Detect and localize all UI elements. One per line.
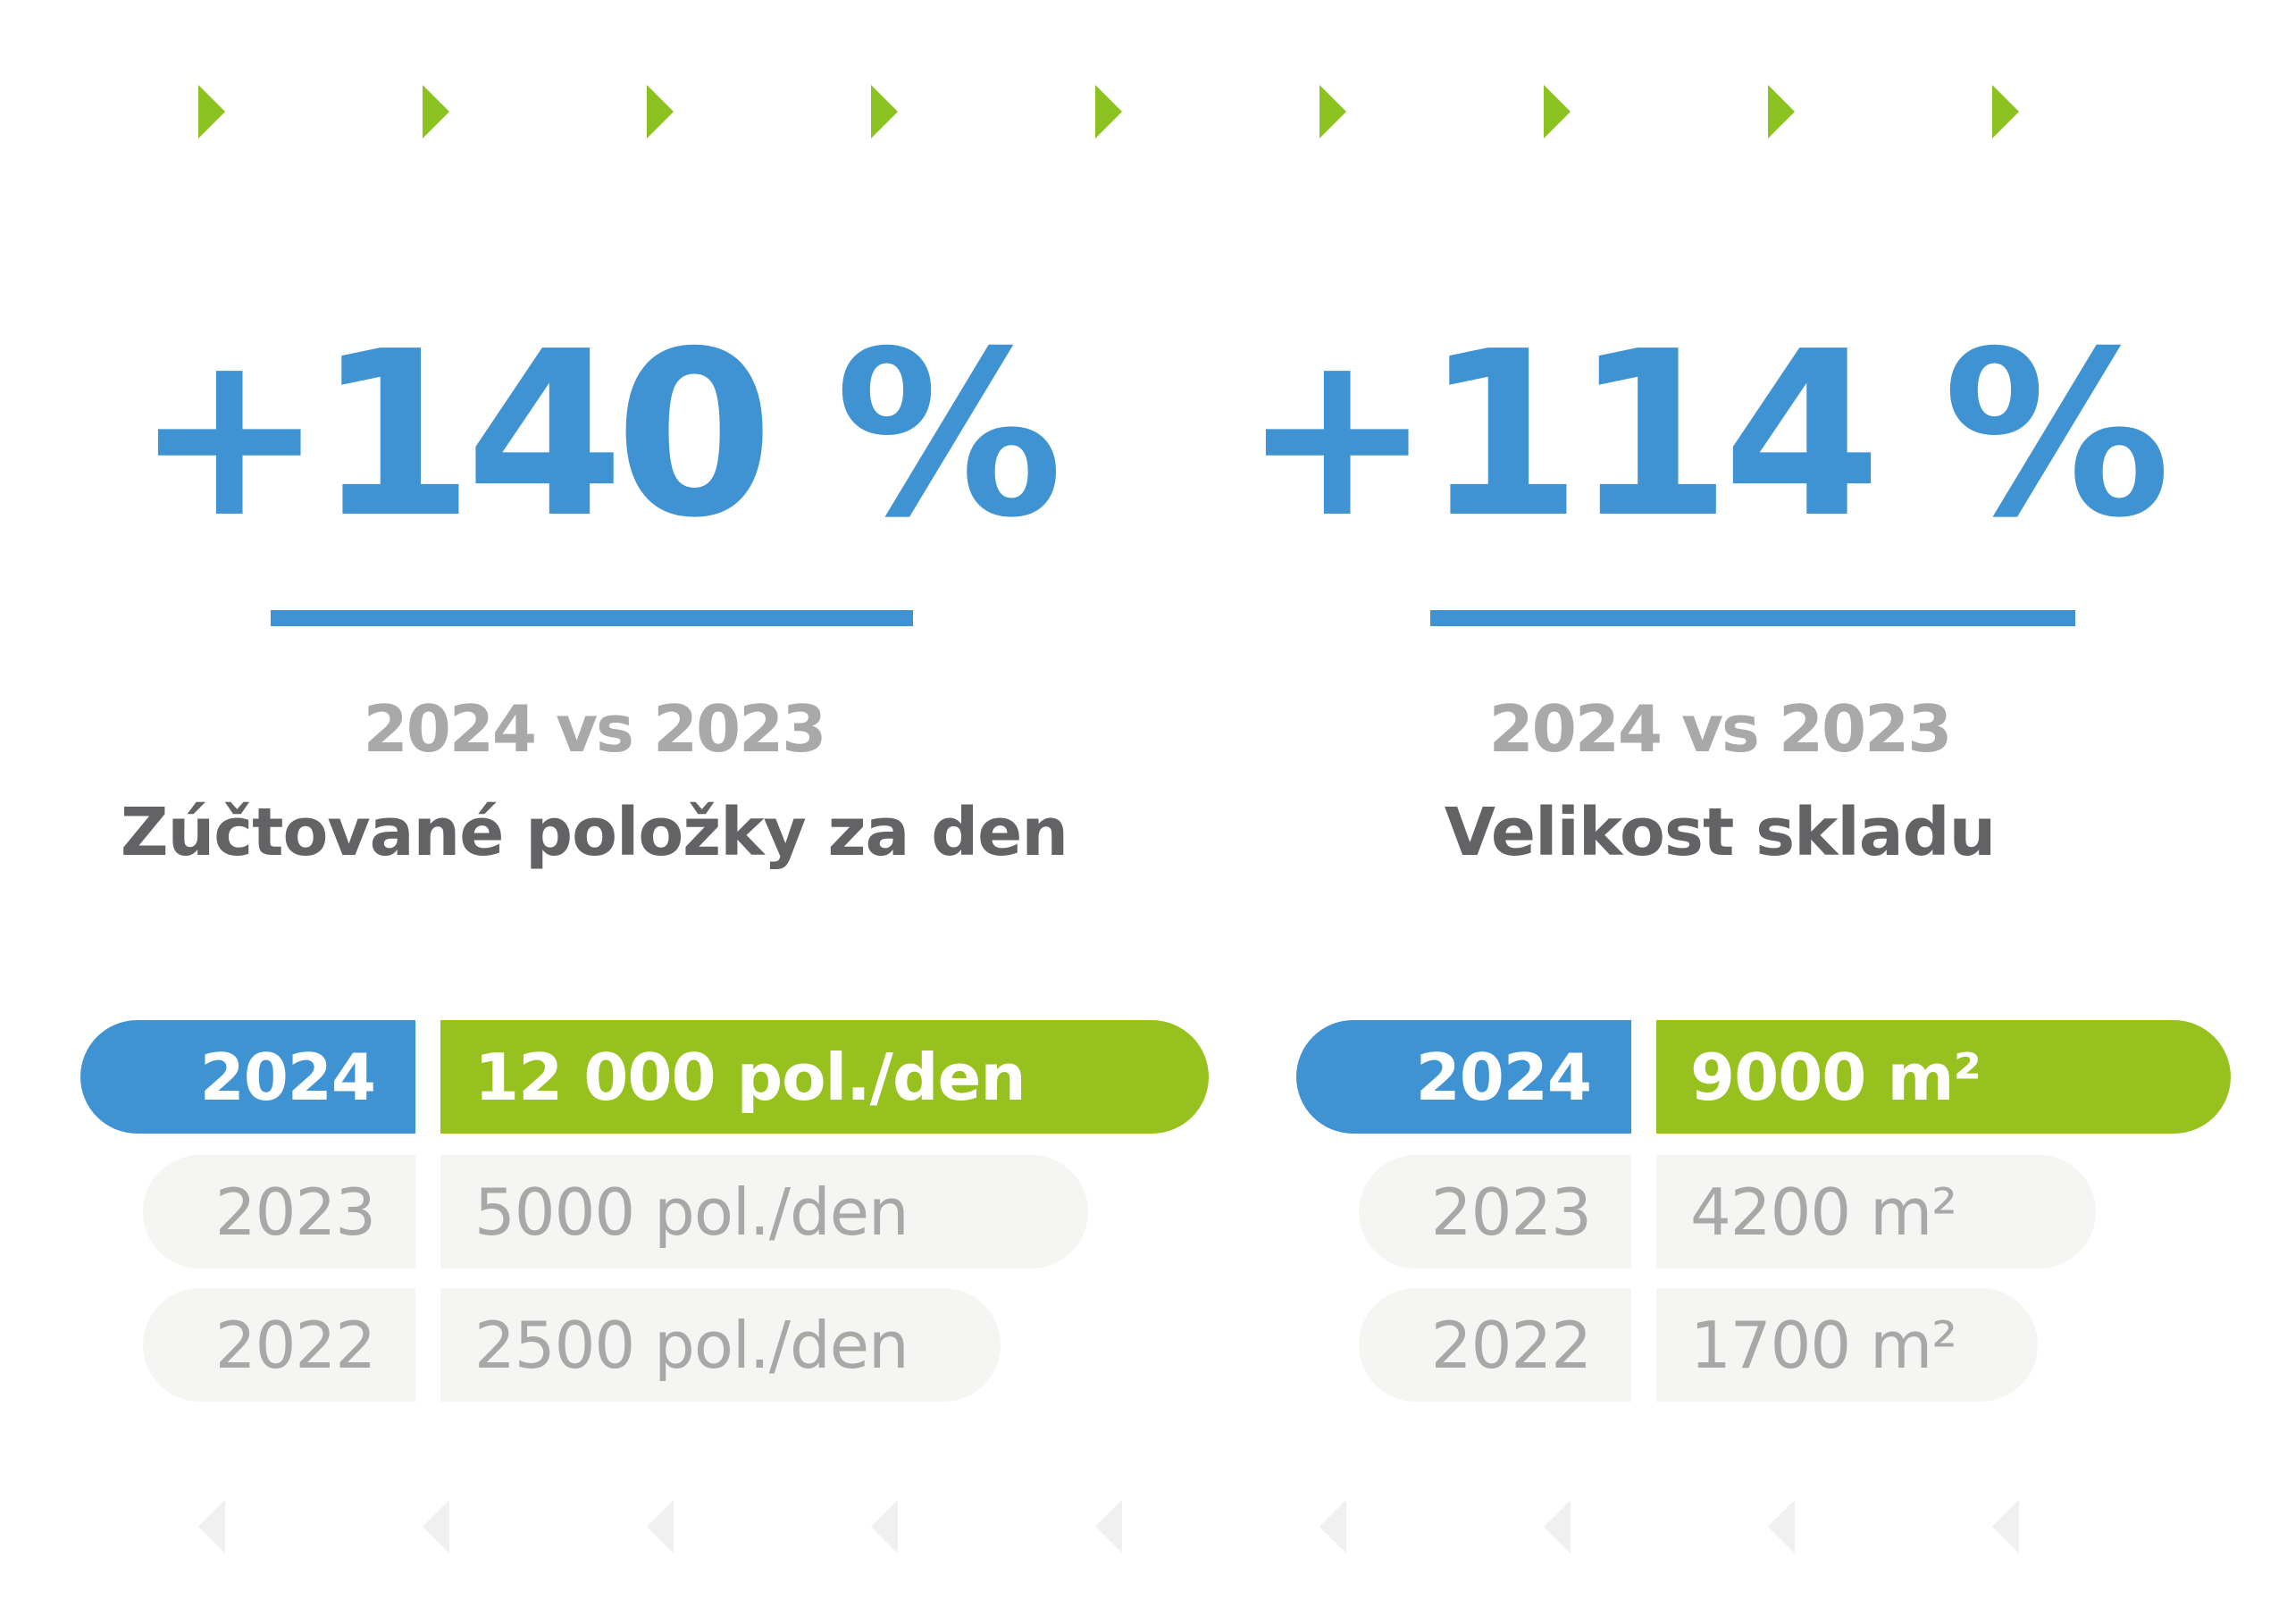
chevron-right-icon	[1095, 85, 1122, 138]
chevron-right-icon	[423, 85, 449, 138]
chevron-right-icon	[647, 85, 674, 138]
chevron-left-icon	[1992, 1500, 2019, 1553]
comparison-label: 2024 vs 2023	[363, 691, 827, 766]
chevron-left-icon	[647, 1500, 674, 1553]
stat-panel-warehouse-size: +114 % 2024 vs 2023 Velikost skladu 2024…	[1144, 0, 2287, 1624]
value-pill: 2500 pol./den	[440, 1288, 1001, 1402]
chevron-right-icon	[1319, 85, 1346, 138]
chevron-right-icon	[1544, 85, 1571, 138]
chevron-left-icon	[198, 1500, 225, 1553]
year-pill-current: 2024	[1296, 1020, 1631, 1134]
chevron-right-icon	[1992, 85, 2019, 138]
chevron-left-icon	[423, 1500, 449, 1553]
metric-title: Zúčtované položky za den	[120, 794, 1068, 871]
growth-percent: +140 %	[133, 303, 1063, 568]
value-pill-current: 12 000 pol./den	[440, 1020, 1209, 1134]
chevron-right-icon	[1768, 85, 1795, 138]
divider-line	[271, 610, 913, 626]
year-pill: 2022	[143, 1288, 415, 1402]
bottom-arrow-row	[0, 1500, 2287, 1553]
chevron-left-icon	[871, 1500, 898, 1553]
year-pill-current: 2024	[80, 1020, 415, 1134]
divider-line	[1430, 610, 2075, 626]
chevron-right-icon	[198, 85, 225, 138]
chevron-right-icon	[871, 85, 898, 138]
value-pill: 4200 m²	[1656, 1155, 2096, 1268]
chevron-left-icon	[1319, 1500, 1346, 1553]
chevron-left-icon	[1544, 1500, 1571, 1553]
chevron-left-icon	[1095, 1500, 1122, 1553]
top-arrow-row	[0, 85, 2287, 138]
comparison-label: 2024 vs 2023	[1488, 691, 1953, 766]
metric-title: Velikost skladu	[1444, 794, 1997, 871]
value-pill: 5000 pol./den	[440, 1155, 1088, 1268]
chevron-left-icon	[1768, 1500, 1795, 1553]
year-pill: 2023	[1359, 1155, 1631, 1268]
year-pill: 2022	[1359, 1288, 1631, 1402]
growth-percent: +114 %	[1241, 303, 2171, 568]
value-pill: 1700 m²	[1656, 1288, 2038, 1402]
stat-panel-items-per-day: +140 % 2024 vs 2023 Zúčtované položky za…	[80, 322, 1209, 1402]
value-pill-current: 9000 m²	[1656, 1020, 2231, 1134]
year-pill: 2023	[143, 1155, 415, 1268]
